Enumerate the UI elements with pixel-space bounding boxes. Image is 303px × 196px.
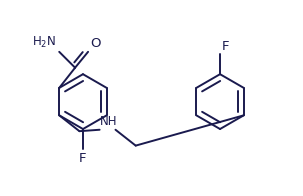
Text: F: F — [79, 152, 87, 165]
Text: NH: NH — [100, 115, 118, 128]
Text: O: O — [90, 37, 101, 50]
Text: F: F — [221, 40, 229, 53]
Text: H$_2$N: H$_2$N — [32, 34, 56, 50]
